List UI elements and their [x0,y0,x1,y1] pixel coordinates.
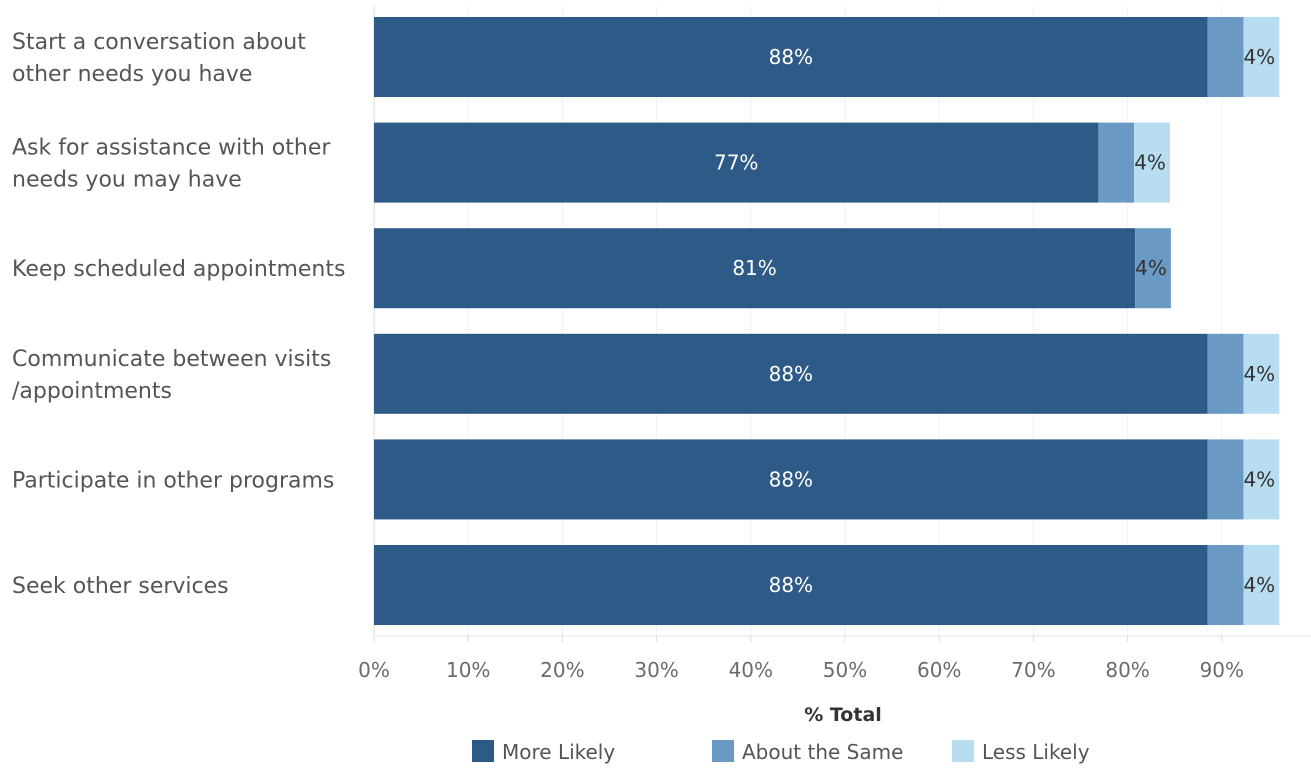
legend-item-about-the-same: About the Same [712,740,903,764]
bar-value-label: 88% [769,362,813,386]
legend-label: Less Likely [982,740,1090,764]
category-label: Ask for assistance with other needs you m… [12,136,331,193]
bar-end-label: 4% [1243,573,1275,597]
bar-segment-less-likely [1134,122,1170,203]
bar-segment-less-likely [1243,545,1280,625]
category-label: Participate in other programs [12,468,334,493]
x-tick-label: 10% [446,658,490,682]
x-axis: 0% 10% 20% 30% 40% 50% 60% 70% 80% 90% [358,635,1311,682]
x-tick-label: 90% [1200,658,1244,682]
bar-end-label: 4% [1243,362,1275,386]
bar-segment-about-the-same [1098,122,1135,203]
bar-segment-about-the-same [1207,333,1244,414]
legend-item-more-likely: More Likely [472,740,615,764]
legend-item-less-likely: Less Likely [952,740,1090,764]
x-tick-label: 30% [634,658,678,682]
bar-row: 88% 4% [374,17,1280,97]
bar-row: 81% 4% [374,228,1171,309]
bars-layer: 88% 4% 77% 4% 81% 4% 88% 4% 88% 4% 88% 4% [374,17,1280,625]
category-label: Communicate between visits/appointments [12,347,331,404]
x-tick-label: 60% [917,658,961,682]
category-label: Seek other services [12,574,229,599]
bar-segment-less-likely [1243,439,1280,520]
bar-end-label: 4% [1135,256,1167,280]
legend-swatch [952,740,974,762]
x-tick-label: 20% [540,658,584,682]
bar-end-label: 4% [1134,151,1166,175]
bar-end-label: 4% [1243,467,1275,491]
bar-segment-more-likely [374,17,1208,97]
bar-segment-more-likely [374,122,1099,203]
x-tick-label: 0% [358,658,390,682]
bar-segment-about-the-same [1207,545,1244,625]
legend-label: More Likely [502,740,615,764]
legend-label: About the Same [742,740,903,764]
bar-value-label: 81% [732,256,776,280]
legend: More Likely About the Same Less Likely [472,740,1090,764]
bar-segment-more-likely [374,439,1208,520]
x-tick-label: 70% [1011,658,1055,682]
legend-swatch [472,740,494,762]
x-axis-title: % Total [804,704,882,726]
bar-row: 77% 4% [374,122,1170,203]
category-label: Start a conversation about other needs yo… [12,30,306,87]
bar-value-label: 88% [769,45,813,69]
category-labels: Start a conversation about other needs yo… [12,30,345,599]
bar-segment-about-the-same [1207,17,1244,97]
x-tick-label: 50% [823,658,867,682]
bar-segment-about-the-same [1207,439,1244,520]
bar-end-label: 4% [1243,45,1275,69]
grid-layer [373,6,1223,636]
bar-segment-more-likely [374,228,1136,309]
bar-row: 88% 4% [374,439,1280,520]
bar-value-label: 88% [769,467,813,491]
legend-swatch [712,740,734,762]
bar-segment-less-likely [1243,17,1280,97]
bar-segment-about-the-same [1135,228,1171,309]
bar-value-label: 77% [714,151,758,175]
bar-value-label: 88% [769,573,813,597]
bar-segment-more-likely [374,333,1208,414]
bar-segment-less-likely [1243,333,1280,414]
x-tick-label: 40% [729,658,773,682]
category-label: Keep scheduled appointments [12,257,345,282]
x-tick-label: 80% [1105,658,1149,682]
bar-row: 88% 4% [374,545,1280,625]
bar-segment-more-likely [374,545,1208,625]
bar-row: 88% 4% [374,333,1280,414]
